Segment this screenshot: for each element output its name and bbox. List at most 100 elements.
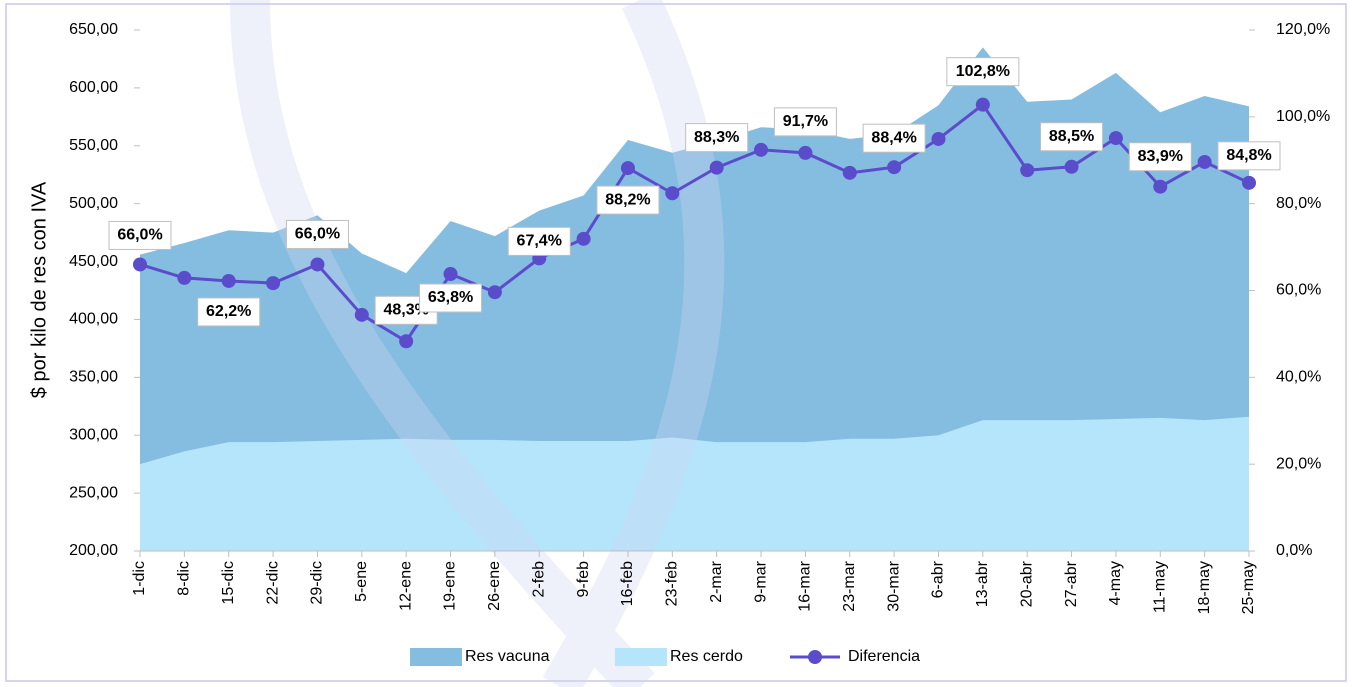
- x-tick-label: 16-feb: [619, 561, 636, 606]
- marker: [266, 276, 281, 291]
- legend-swatch: [410, 648, 462, 666]
- y2-tick-label: 60,0%: [1276, 282, 1321, 299]
- plot: [140, 47, 1249, 551]
- x-tick-label: 2-mar: [708, 560, 725, 602]
- y2-tick-label: 120,0%: [1276, 21, 1330, 38]
- marker: [354, 307, 369, 322]
- x-tick-label: 1-dic: [131, 561, 148, 596]
- x-tick-label: 11-may: [1151, 561, 1168, 613]
- value-label-box: [1217, 141, 1281, 171]
- y-tick-label: 550,00: [69, 137, 118, 154]
- x-tick-label: 27-abr: [1063, 560, 1080, 607]
- marker: [1153, 179, 1168, 194]
- y-tick-label: 350,00: [69, 369, 118, 386]
- value-label-box: [419, 283, 483, 313]
- value-label: 63,8%: [428, 289, 473, 306]
- value-label: 83,9%: [1138, 148, 1183, 165]
- marker: [709, 160, 724, 175]
- y-tick-label: 200,00: [69, 542, 118, 559]
- x-tick-label: 12-ene: [397, 561, 414, 611]
- x-tick-label: 20-abr: [1018, 560, 1035, 607]
- marker: [487, 285, 502, 300]
- value-label: 88,5%: [1049, 128, 1094, 145]
- x-tick-label: 29-dic: [309, 561, 326, 605]
- marker: [887, 160, 902, 175]
- legend-label: Diferencia: [848, 648, 920, 665]
- y-tick-label: 600,00: [69, 79, 118, 96]
- marker: [842, 165, 857, 180]
- value-label: 102,8%: [956, 63, 1010, 80]
- marker: [177, 270, 192, 285]
- value-label: 62,2%: [206, 303, 251, 320]
- value-label-box: [685, 123, 749, 153]
- y-tick-label: 450,00: [69, 253, 118, 270]
- marker: [665, 186, 680, 201]
- marker: [1108, 131, 1123, 146]
- x-tick-label: 9-mar: [752, 560, 769, 602]
- x-tick-label: 23-feb: [664, 561, 681, 606]
- y2-tick-label: 20,0%: [1276, 455, 1321, 472]
- x-tick-label: 22-dic: [264, 561, 281, 605]
- y-tick-label: 650,00: [69, 21, 118, 38]
- x-tick-label: 13-abr: [974, 560, 991, 607]
- y2-tick-label: 80,0%: [1276, 195, 1321, 212]
- x-tick-label: 4-may: [1107, 561, 1124, 605]
- marker: [754, 142, 769, 157]
- x-tick-label: 5-ene: [353, 561, 370, 602]
- legend-label: Res vacuna: [465, 648, 550, 665]
- value-label-box: [197, 297, 261, 327]
- x-tick-label: 30-mar: [885, 560, 902, 611]
- value-label-box: [946, 57, 1020, 87]
- value-label: 88,2%: [605, 191, 650, 208]
- marker: [443, 267, 458, 282]
- x-tick-label: 8-dic: [176, 561, 193, 596]
- marker: [399, 334, 414, 349]
- marker: [620, 161, 635, 176]
- x-tick-label: 23-mar: [841, 560, 858, 611]
- marker: [931, 131, 946, 146]
- marker: [133, 257, 147, 272]
- x-tick-label: 25-may: [1240, 561, 1257, 614]
- value-label: 91,7%: [783, 113, 828, 130]
- x-tick-label: 18-may: [1196, 561, 1213, 614]
- y2-tick-label: 100,0%: [1276, 108, 1330, 125]
- marker: [1197, 154, 1212, 169]
- x-tick-label: 9-feb: [575, 561, 592, 598]
- y2-tick-label: 40,0%: [1276, 369, 1321, 386]
- line: [139, 103, 1250, 343]
- value-label: 88,4%: [871, 129, 916, 146]
- marker: [221, 273, 236, 288]
- legend-swatch: [808, 650, 822, 664]
- y-tick-label: 500,00: [69, 195, 118, 212]
- value-label-box: [596, 185, 660, 215]
- y-tick-label: 300,00: [69, 426, 118, 443]
- marker: [1242, 175, 1256, 190]
- legend-label: Res cerdo: [670, 648, 743, 665]
- value-label: 66,0%: [117, 227, 162, 244]
- y-tick-label: 250,00: [69, 484, 118, 501]
- marker: [1020, 163, 1035, 178]
- value-label: 66,0%: [295, 226, 340, 243]
- area: [140, 416, 1249, 551]
- value-label-box: [1128, 142, 1192, 172]
- value-label: 84,8%: [1226, 147, 1271, 164]
- value-label-box: [1040, 122, 1104, 152]
- x-tick-label: 6-abr: [930, 560, 947, 598]
- marker: [975, 97, 990, 112]
- value-label-box: [862, 123, 926, 153]
- marker: [798, 145, 813, 160]
- y2-tick-label: 0,0%: [1276, 542, 1312, 559]
- x-tick-label: 16-mar: [797, 560, 814, 611]
- watermark: [230, 0, 725, 687]
- value-label-box: [285, 219, 349, 249]
- legend-swatch: [615, 648, 667, 666]
- x-tick-label: 15-dic: [220, 561, 237, 605]
- y-axis-title: $ por kilo de res con IVA: [28, 181, 50, 398]
- marker: [310, 257, 325, 272]
- value-label-box: [773, 107, 837, 137]
- value-label: 88,3%: [694, 129, 739, 146]
- y-tick-label: 400,00: [69, 311, 118, 328]
- value-label-box: [108, 220, 172, 250]
- x-tick-label: 2-feb: [530, 561, 547, 598]
